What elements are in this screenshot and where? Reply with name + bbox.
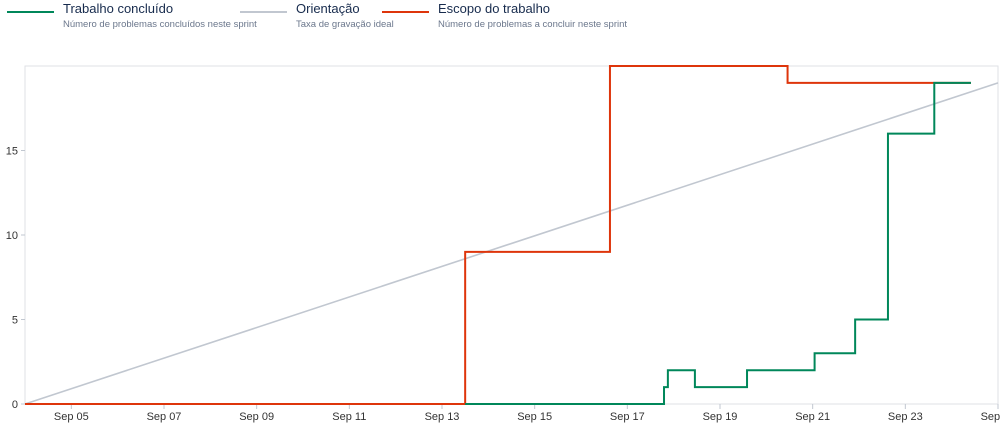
legend-swatch-guideline — [240, 11, 287, 13]
legend-swatch-completed — [7, 11, 54, 13]
x-tick-label: Sep 11 — [332, 411, 366, 423]
x-axis: Sep 05 Sep 07 Sep 09 Sep 11 Sep 13 Sep 15 Sep … — [54, 404, 1001, 423]
y-tick-label: 5 — [12, 315, 18, 327]
x-tick-label: Sep 19 — [703, 411, 738, 423]
x-tick-label: Sep 23 — [888, 411, 923, 423]
legend-swatch-scope — [382, 11, 429, 13]
legend-description-guideline: Taxa de gravação ideal — [296, 19, 394, 30]
y-tick-label: 15 — [6, 146, 18, 158]
series-line-trabalho-concluido — [465, 81, 971, 405]
x-tick-label: Sep 25 — [981, 411, 1001, 423]
legend-description-completed: Número de problemas concluídos neste spr… — [63, 19, 257, 30]
x-tick-label: Sep 15 — [517, 411, 552, 423]
y-tick-label: 0 — [12, 399, 18, 411]
x-tick-label: Sep 21 — [795, 411, 830, 423]
y-axis: 0 5 10 15 — [6, 146, 25, 411]
legend-name-completed: Trabalho concluído — [63, 1, 174, 16]
legend-description-scope: Número de problemas a concluir neste spr… — [438, 19, 628, 30]
series-line-orientacao — [24, 82, 999, 405]
x-tick-label: Sep 13 — [425, 411, 460, 423]
legend-name-scope: Escopo do trabalho — [438, 1, 551, 16]
x-tick-label: Sep 09 — [239, 411, 274, 423]
y-tick-label: 10 — [6, 230, 18, 242]
chart-legend: Trabalho concluído Número de problemas c… — [0, 0, 1001, 40]
x-tick-label: Sep 07 — [147, 411, 182, 423]
series-lines — [24, 65, 999, 405]
x-tick-label: Sep 17 — [610, 411, 645, 423]
legend-name-guideline: Orientação — [296, 1, 360, 16]
series-line-escopo-do-trabalho — [25, 65, 971, 405]
x-tick-label: Sep 05 — [54, 411, 89, 423]
